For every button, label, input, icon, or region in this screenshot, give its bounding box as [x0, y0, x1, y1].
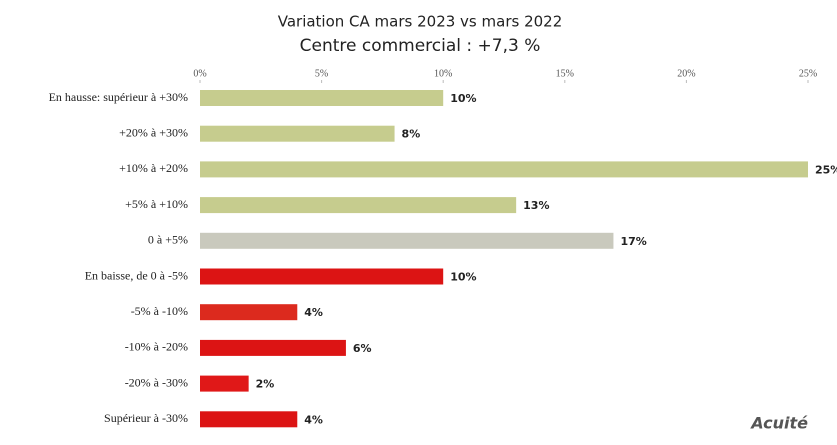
y-tick-label: +10% à +20%: [119, 161, 188, 175]
y-tick-label: -5% à -10%: [131, 304, 188, 318]
value-label: 13%: [523, 199, 549, 212]
value-label: 4%: [304, 413, 323, 426]
y-tick-label: -20% à -30%: [125, 375, 188, 389]
bar: [200, 161, 808, 178]
value-label: 25%: [815, 163, 837, 176]
bar: [200, 411, 298, 428]
y-tick-label: 0 à +5%: [148, 233, 188, 247]
x-tick-label: 10%: [434, 68, 452, 79]
x-tick-label: 20%: [677, 68, 695, 79]
y-tick-label: En hausse: supérieur à +30%: [49, 90, 188, 104]
bar: [200, 375, 249, 392]
value-label: 17%: [620, 235, 646, 248]
chart-title: Variation CA mars 2023 vs mars 2022: [278, 13, 563, 31]
value-label: 10%: [450, 92, 476, 105]
bar: [200, 197, 517, 214]
y-tick-label: +5% à +10%: [125, 197, 188, 211]
bar: [200, 125, 395, 142]
x-tick-label: 5%: [315, 68, 328, 79]
watermark: Acuité: [749, 414, 808, 433]
value-label: 10%: [450, 271, 476, 284]
bar: [200, 339, 346, 356]
value-label: 6%: [353, 342, 372, 355]
x-tick-label: 0%: [193, 68, 206, 79]
chart-subtitle: Centre commercial : +7,3 %: [300, 36, 541, 56]
y-tick-label: +20% à +30%: [119, 125, 188, 139]
value-label: 8%: [402, 128, 421, 141]
bar: [200, 268, 444, 285]
value-label: 2%: [256, 378, 275, 391]
x-tick-label: 25%: [799, 68, 817, 79]
bar: [200, 90, 444, 106]
bar: [200, 232, 614, 249]
x-tick-label: 15%: [556, 68, 574, 79]
y-tick-label: -10% à -20%: [125, 340, 188, 354]
y-tick-label: Supérieur à -30%: [104, 411, 188, 425]
value-label: 4%: [304, 306, 323, 319]
y-tick-label: En baisse, de 0 à -5%: [85, 268, 188, 282]
bar: [200, 304, 298, 321]
